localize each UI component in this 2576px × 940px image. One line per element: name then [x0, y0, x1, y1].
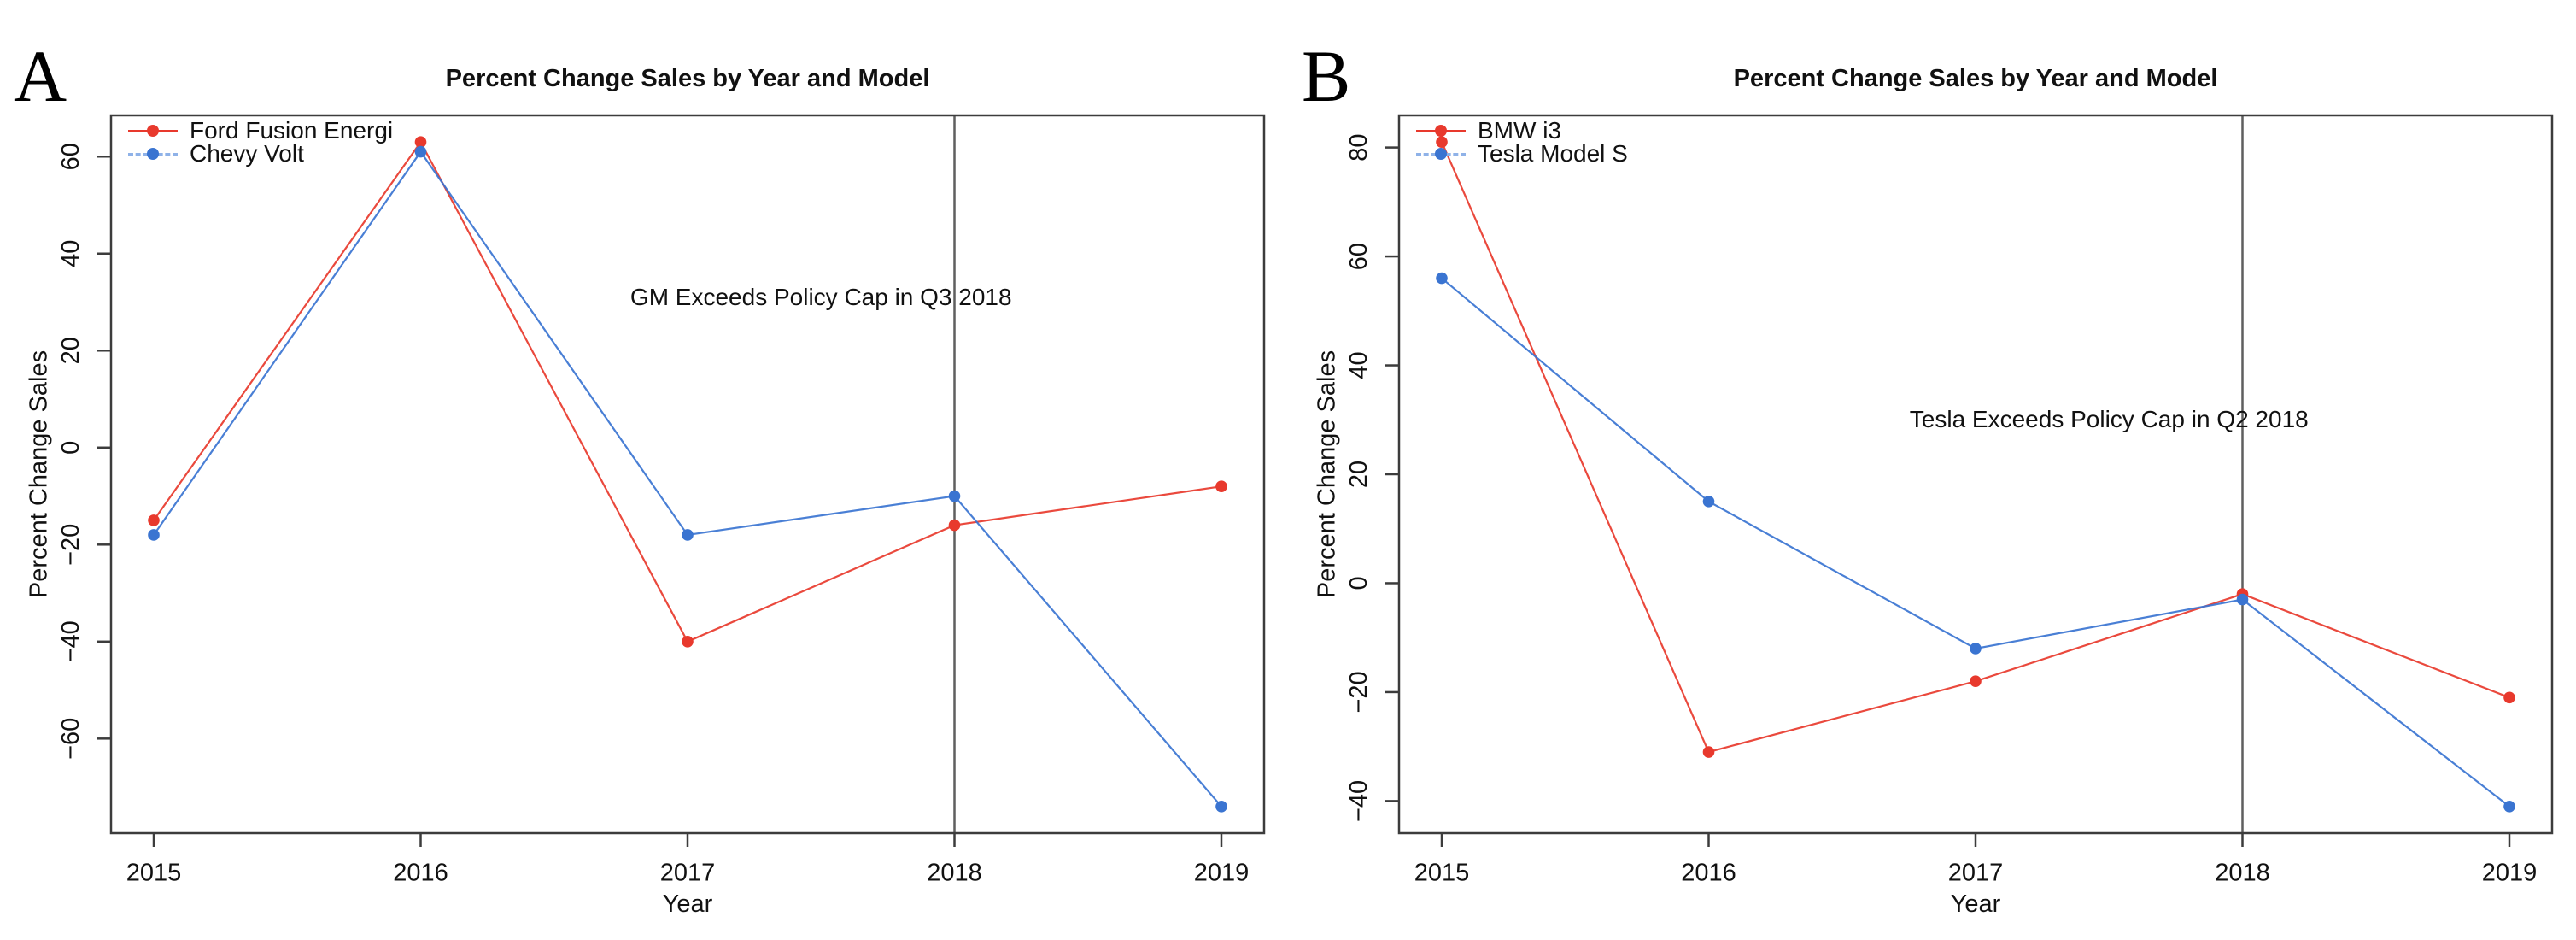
- series-line-tesla-model-s: [1441, 277, 2510, 808]
- panel-b-plot-svg: 2015 2016 2017 2018 2019 80 60 40 20 0 −20 −40: [1345, 114, 2554, 887]
- data-point-chevy-volt-2015: [148, 529, 160, 541]
- panel-a: 2015 2016 2017 2018 2019 60 40 20 0 −20 −40 −60 A P…: [14, 35, 1266, 918]
- data-point-chevy-volt-2018: [948, 490, 961, 502]
- data-point-tesla-model-s-2019: [2503, 800, 2515, 813]
- y-tick-label: 40: [1345, 351, 1373, 379]
- y-tick-label: 60: [57, 143, 85, 170]
- legend-item: Ford Fusion Energi: [128, 117, 394, 144]
- data-point-tesla-model-s-2016: [1702, 496, 1715, 508]
- y-tick-label: −40: [1345, 780, 1373, 822]
- legend-label-series-1: Ford Fusion Energi: [190, 117, 394, 144]
- legend-label-series-2: Tesla Model S: [1478, 140, 1628, 167]
- panel-b: 2015 2016 2017 2018 2019 80 60 40 20 0 −20 −40 B Pe…: [1288, 0, 2576, 940]
- data-point-ford-fusion-energi-2016: [414, 136, 427, 149]
- data-point-chevy-volt-2016: [414, 145, 427, 158]
- panel-b-legend: BMW i3 Tesla Model S: [1416, 117, 1628, 167]
- panel-a-y-axis-title: Percent Change Sales: [25, 350, 53, 599]
- y-tick-label: −40: [57, 620, 85, 662]
- panel-b-y-axis-title: Percent Change Sales: [1313, 350, 1341, 599]
- plot-border: [109, 114, 1266, 835]
- data-point-chevy-volt-2019: [1215, 800, 1227, 813]
- panel-a-x-axis-title: Year: [662, 890, 713, 918]
- red-solid-line-marker-icon: [1416, 125, 1466, 137]
- legend-item: Chevy Volt: [128, 140, 393, 167]
- series-line-chevy-volt: [153, 150, 1222, 808]
- panel-a-legend: Ford Fusion Energi Chevy Volt: [128, 117, 394, 167]
- x-tick-label: 2016: [393, 860, 448, 887]
- y-tick-label: 20: [1345, 461, 1373, 488]
- data-point-ford-fusion-energi-2018: [948, 519, 961, 532]
- data-point-tesla-model-s-2017: [1970, 643, 1982, 655]
- panel-b-x-axis-title: Year: [1950, 890, 2001, 918]
- panel-b-annotation: Tesla Exceeds Policy Cap in Q2 2018: [1909, 406, 2309, 433]
- x-tick-label: 2017: [1948, 860, 2004, 887]
- legend-item: Tesla Model S: [1416, 140, 1628, 167]
- panel-b-letter: B: [1302, 35, 1351, 117]
- x-tick-label: 2015: [1414, 860, 1470, 887]
- y-tick-label: 40: [57, 240, 85, 267]
- legend-label-series-1: BMW i3: [1478, 117, 1561, 144]
- data-point-bmw-i3-2016: [1702, 746, 1715, 758]
- y-tick-label: −20: [1345, 671, 1373, 713]
- y-tick-label: 60: [1345, 243, 1373, 270]
- blue-dashed-line-marker-icon: [1416, 148, 1466, 160]
- panel-a-plot-svg: 2015 2016 2017 2018 2019 60 40 20 0 −20 −40 −60: [57, 114, 1266, 887]
- plot-border: [1397, 114, 2554, 835]
- series-line-ford-fusion-energi: [153, 140, 1222, 643]
- series-line-bmw-i3: [1440, 141, 2510, 754]
- panel-a-title: Percent Change Sales by Year and Model: [445, 65, 930, 92]
- data-point-tesla-model-s-2015: [1436, 272, 1448, 285]
- y-tick-label: −60: [57, 718, 85, 760]
- x-tick-label: 2015: [126, 860, 182, 887]
- x-tick-label: 2017: [660, 860, 716, 887]
- data-point-ford-fusion-energi-2019: [1215, 480, 1227, 492]
- x-tick-label: 2019: [1194, 860, 1250, 887]
- x-tick-label: 2016: [1681, 860, 1736, 887]
- data-point-bmw-i3-2017: [1970, 675, 1982, 687]
- panel-a-letter: A: [14, 35, 67, 117]
- red-solid-line-marker-icon: [128, 125, 178, 137]
- data-point-tesla-model-s-2018: [2236, 593, 2249, 606]
- y-tick-label: 0: [57, 441, 85, 455]
- legend-label-series-2: Chevy Volt: [190, 140, 304, 167]
- legend-item: BMW i3: [1416, 117, 1628, 144]
- y-tick-label: 80: [1345, 133, 1373, 161]
- panel-a-annotation: GM Exceeds Policy Cap in Q3 2018: [629, 283, 1012, 310]
- data-point-ford-fusion-energi-2017: [682, 636, 694, 648]
- data-point-bmw-i3-2019: [2503, 691, 2515, 704]
- y-tick-label: 0: [1345, 576, 1373, 590]
- x-tick-label: 2018: [927, 860, 982, 887]
- data-point-ford-fusion-energi-2015: [148, 514, 160, 526]
- data-point-bmw-i3-2015: [1436, 136, 1448, 149]
- y-tick-label: 20: [57, 337, 85, 364]
- blue-dashed-line-marker-icon: [128, 148, 178, 160]
- data-point-chevy-volt-2017: [682, 529, 694, 541]
- y-tick-label: −20: [57, 524, 85, 566]
- x-tick-label: 2019: [2482, 860, 2538, 887]
- x-tick-label: 2018: [2215, 860, 2270, 887]
- panel-b-title: Percent Change Sales by Year and Model: [1733, 65, 2218, 92]
